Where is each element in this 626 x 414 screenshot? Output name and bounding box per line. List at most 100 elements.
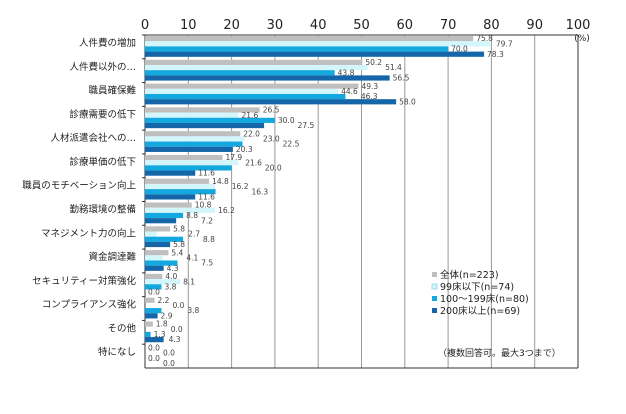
data-label: 44.6 bbox=[341, 87, 358, 96]
bar bbox=[145, 93, 346, 100]
data-label: 4.1 bbox=[186, 253, 198, 262]
data-label: 16.2 bbox=[218, 206, 235, 215]
data-label: 11.6 bbox=[198, 193, 215, 202]
data-label: 78.3 bbox=[487, 50, 504, 59]
data-label: 16.3 bbox=[251, 187, 268, 196]
bar bbox=[145, 136, 245, 142]
data-label: 0.0 bbox=[163, 359, 175, 368]
data-label: 1.3 bbox=[154, 330, 166, 339]
bar bbox=[145, 70, 335, 76]
bar bbox=[145, 331, 151, 338]
x-tick-label: 20 bbox=[223, 18, 240, 33]
legend-swatch bbox=[432, 308, 437, 313]
bar bbox=[145, 250, 169, 256]
data-label: 14.8 bbox=[212, 177, 229, 186]
data-label: 2.9 bbox=[161, 311, 173, 320]
category-label: 人件費の増加 bbox=[79, 37, 136, 49]
bar bbox=[145, 194, 196, 200]
data-label: 51.4 bbox=[385, 63, 402, 72]
bar bbox=[145, 131, 241, 137]
bar bbox=[145, 279, 181, 285]
bar bbox=[145, 321, 153, 327]
bar bbox=[145, 231, 157, 237]
bar bbox=[145, 107, 260, 113]
category-label: その他 bbox=[107, 322, 136, 334]
data-label: 16.2 bbox=[232, 182, 249, 191]
data-label: 22.0 bbox=[243, 129, 260, 138]
category-label: 特になし bbox=[98, 346, 136, 358]
x-tick-label: 50 bbox=[353, 18, 370, 33]
data-label: 58.0 bbox=[399, 97, 416, 106]
data-label: 2.7 bbox=[188, 230, 200, 239]
bar bbox=[145, 313, 158, 319]
chart-note: （複数回答可。最大3つまで） bbox=[438, 347, 561, 359]
data-label: 5.8 bbox=[173, 224, 185, 233]
data-label: 30.0 bbox=[278, 116, 295, 125]
category-label: 人件費以外の… bbox=[69, 61, 136, 73]
data-label: 8.1 bbox=[183, 277, 195, 286]
x-tick-label: 10 bbox=[180, 18, 197, 33]
legend-label: 200床以上(n=69) bbox=[440, 305, 520, 317]
bar bbox=[145, 189, 216, 195]
data-label: 26.5 bbox=[263, 106, 280, 115]
bar bbox=[145, 99, 397, 105]
data-label: 17.9 bbox=[226, 153, 243, 162]
bar bbox=[145, 308, 162, 314]
bar bbox=[145, 265, 164, 271]
bar bbox=[145, 273, 163, 280]
data-label: 79.7 bbox=[496, 39, 513, 48]
bar bbox=[145, 41, 491, 47]
data-label: 0.0 bbox=[163, 349, 175, 358]
category-label: 勤務環境の整備 bbox=[69, 204, 136, 216]
category-label: 人材派遣会社への… bbox=[50, 132, 136, 144]
legend-label: 99床以下(n=74) bbox=[440, 281, 514, 293]
bar bbox=[145, 51, 485, 57]
bar bbox=[145, 59, 363, 65]
bar bbox=[145, 165, 232, 171]
bar bbox=[145, 88, 339, 94]
data-label: 4.0 bbox=[165, 272, 177, 281]
bar bbox=[145, 112, 239, 118]
bar bbox=[145, 284, 162, 290]
data-label: 5.4 bbox=[171, 248, 183, 257]
x-tick-label: 90 bbox=[526, 18, 543, 33]
bar bbox=[145, 117, 275, 123]
legend-swatch bbox=[432, 296, 437, 301]
bar bbox=[145, 212, 184, 219]
bar bbox=[145, 241, 171, 248]
data-label: 0.0 bbox=[148, 288, 160, 297]
bar bbox=[145, 178, 210, 184]
bar bbox=[145, 207, 216, 213]
bar bbox=[145, 337, 164, 343]
legend-swatch bbox=[432, 272, 437, 277]
data-label: 7.2 bbox=[201, 216, 213, 225]
bar bbox=[145, 226, 171, 232]
data-label: 5.8 bbox=[173, 240, 185, 249]
bar bbox=[145, 64, 368, 71]
data-label: 7.5 bbox=[201, 259, 213, 268]
x-tick-label: 30 bbox=[267, 18, 284, 33]
bar bbox=[145, 260, 178, 266]
data-label: 21.6 bbox=[245, 158, 262, 167]
x-tick-label: 80 bbox=[483, 18, 500, 33]
bar bbox=[145, 83, 359, 89]
category-label: 職員のモチベーション向上 bbox=[22, 180, 136, 192]
data-label: 8.8 bbox=[203, 235, 215, 244]
bar bbox=[145, 236, 184, 242]
bar bbox=[145, 183, 216, 190]
data-label: 0.0 bbox=[148, 343, 160, 352]
data-label: 46.3 bbox=[361, 92, 378, 101]
data-label: 3.8 bbox=[164, 282, 176, 291]
data-label: 56.5 bbox=[393, 74, 410, 83]
data-label: 23.0 bbox=[263, 135, 280, 144]
bar bbox=[145, 141, 243, 147]
data-label: 75.8 bbox=[476, 34, 493, 43]
bar bbox=[145, 154, 223, 161]
category-label: 診療需要の低下 bbox=[69, 108, 136, 120]
data-label: 11.6 bbox=[198, 169, 215, 178]
data-label: 3.8 bbox=[187, 306, 199, 315]
x-tick-label: 40 bbox=[310, 18, 327, 33]
bar bbox=[145, 122, 265, 129]
bar bbox=[145, 160, 239, 166]
